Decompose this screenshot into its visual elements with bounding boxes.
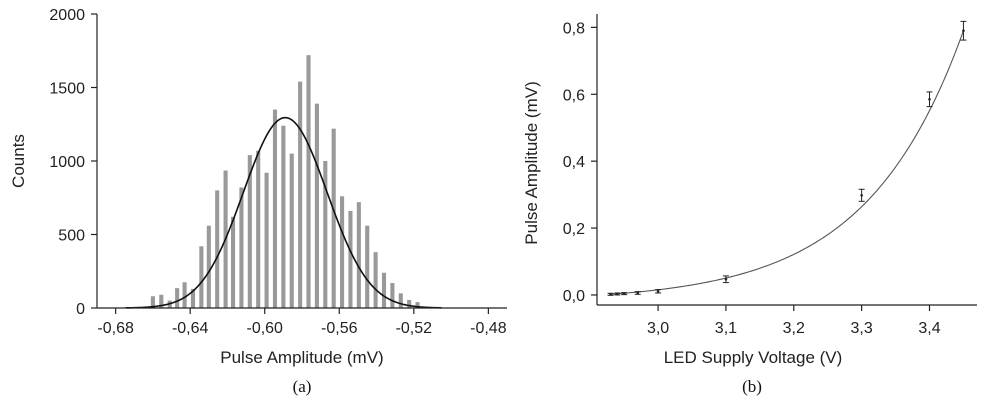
data-point [962, 29, 965, 33]
histogram-bar [340, 196, 345, 308]
x-tick-label: -0,64 [172, 320, 209, 337]
histogram-bar [289, 153, 294, 308]
histogram-bar [206, 225, 211, 308]
y-tick-label: 0,2 [563, 221, 585, 238]
histogram-bar [215, 190, 220, 308]
exponential-fit-line [610, 30, 964, 295]
histogram-bar [407, 299, 412, 308]
x-tick-label: -0,48 [470, 320, 507, 337]
scatter-x-axis-label: LED Supply Voltage (V) [664, 348, 843, 367]
histogram-bar [390, 283, 395, 308]
histogram-bar [239, 187, 244, 308]
panel-a-histogram: -0,68 -0,64 -0,60 -0,56 -0,52 -0,48 0 500 1000 1… [9, 7, 507, 396]
histogram-bar [231, 216, 236, 308]
y-tick-label: 1000 [49, 154, 85, 171]
x-tick-label: 3,2 [783, 320, 805, 337]
y-tick-label: 1500 [49, 81, 85, 98]
histogram-bar [356, 202, 361, 308]
histogram-bar [381, 272, 387, 308]
histogram-bar [373, 252, 378, 308]
x-tick-label: -0,68 [97, 320, 134, 337]
gaussian-fit-line [125, 116, 442, 309]
scatter-caption: (b) [742, 377, 762, 396]
data-point [616, 292, 619, 296]
histogram-bar [256, 150, 261, 308]
y-tick-label: 500 [58, 228, 85, 245]
histogram-bar [175, 288, 180, 308]
scatter-y-ticks: 0,0 0,2 0,4 0,6 0,8 [563, 20, 597, 305]
histogram-caption: (a) [293, 377, 312, 396]
histogram-bar [272, 109, 278, 308]
x-tick-label: -0,56 [321, 320, 358, 337]
data-point [622, 292, 626, 295]
histogram-bar [365, 225, 370, 308]
histogram-bar [281, 125, 286, 308]
histogram-bar [323, 161, 328, 308]
histogram-bar [159, 294, 164, 308]
x-tick-label: -0,52 [396, 320, 433, 337]
histogram-bar [150, 296, 155, 308]
histogram-x-ticks: -0,68 -0,64 -0,60 -0,56 -0,52 -0,48 [97, 308, 507, 337]
histogram-bar [298, 81, 303, 309]
y-tick-label: 0,6 [563, 87, 585, 104]
histogram-y-axis-label: Counts [9, 134, 28, 188]
x-tick-label: 3,3 [851, 320, 873, 337]
x-tick-label: 3,0 [647, 320, 669, 337]
data-point [860, 193, 863, 197]
histogram-bar [314, 103, 319, 308]
histogram-bar [306, 55, 311, 308]
histogram-bar [348, 210, 353, 308]
x-tick-label: 3,1 [715, 320, 737, 337]
data-point [724, 277, 728, 281]
scatter-plot-area [607, 20, 967, 296]
histogram-y-ticks: 0 500 1000 1500 2000 [49, 7, 97, 318]
scatter-y-axis-label: Pulse Amplitude (mV) [522, 81, 541, 244]
data-point [656, 289, 660, 293]
x-tick-label: -0,60 [246, 320, 283, 337]
y-tick-label: 2000 [49, 7, 85, 24]
histogram-bar [264, 172, 269, 308]
data-point [928, 97, 931, 101]
histogram-bar [199, 246, 204, 308]
histogram-bar [331, 128, 336, 308]
histogram-plot-area [125, 55, 442, 309]
histogram-bar [398, 293, 403, 308]
data-point [609, 292, 612, 296]
y-tick-label: 0,4 [563, 154, 585, 171]
scatter-x-ticks: 3,0 3,1 3,2 3,3 3,4 [647, 305, 941, 337]
panel-b-scatter: 3,0 3,1 3,2 3,3 3,4 0,0 0,2 0,4 0,6 0,8 LED Supp… [522, 14, 977, 396]
histogram-bar [247, 155, 252, 308]
histogram-x-axis-label: Pulse Amplitude (mV) [220, 348, 383, 367]
y-tick-label: 0 [76, 301, 85, 318]
histogram-bar [182, 282, 187, 308]
histogram-bar [415, 302, 420, 308]
histogram-bar [190, 288, 196, 308]
y-tick-label: 0,8 [563, 20, 585, 37]
data-point [636, 291, 640, 295]
x-tick-label: 3,4 [918, 320, 940, 337]
y-tick-label: 0,0 [563, 288, 585, 305]
